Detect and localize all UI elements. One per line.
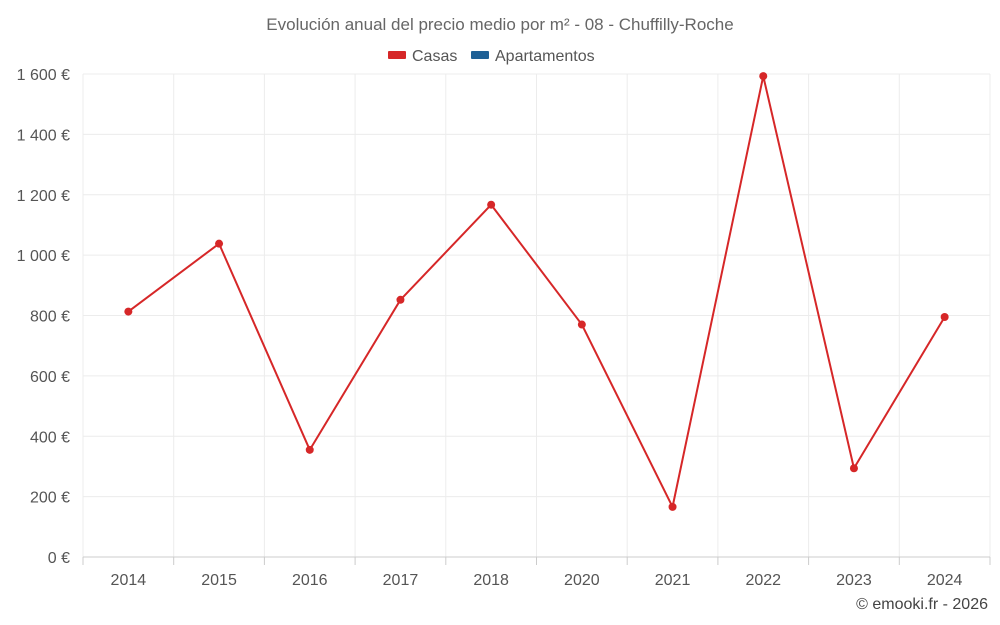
data-point[interactable] [940, 313, 949, 322]
x-tick-label: 2020 [564, 572, 600, 589]
data-point[interactable] [577, 320, 586, 329]
credit-text: © emooki.fr - 2026 [856, 596, 988, 613]
y-tick-label: 1 400 € [17, 127, 70, 144]
data-point[interactable] [396, 295, 405, 304]
y-tick-label: 200 € [30, 490, 70, 507]
legend: Casas Apartamentos [388, 48, 595, 65]
x-tick-label: 2015 [201, 572, 237, 589]
series-casas [124, 72, 949, 511]
data-point[interactable] [668, 502, 677, 511]
y-tick-label: 800 € [30, 309, 70, 326]
data-point[interactable] [487, 200, 496, 209]
y-tick-label: 0 € [48, 550, 70, 567]
series-line [127, 75, 946, 508]
legend-label-apartamentos: Apartamentos [495, 48, 595, 65]
x-tick-label: 2021 [655, 572, 691, 589]
x-tick-label: 2017 [383, 572, 419, 589]
legend-label-casas: Casas [412, 48, 457, 65]
y-tick-label: 1 200 € [17, 188, 70, 205]
legend-swatch-apartamentos [471, 51, 489, 59]
data-point[interactable] [759, 72, 768, 81]
data-point[interactable] [305, 445, 314, 454]
data-point[interactable] [215, 239, 224, 248]
y-tick-label: 600 € [30, 369, 70, 386]
y-tick-label: 1 000 € [17, 248, 70, 265]
data-point[interactable] [124, 307, 133, 316]
axes: 0 € 200 € 400 € 600 € 800 € 1 000 € 1 200 € 1 4… [17, 67, 991, 589]
x-tick-label: 2024 [927, 572, 963, 589]
x-tick-label: 2023 [836, 572, 872, 589]
legend-item-casas[interactable]: Casas [388, 48, 457, 65]
y-tick-label: 1 600 € [17, 67, 70, 84]
x-tick-label: 2014 [111, 572, 147, 589]
x-tick-label: 2018 [473, 572, 509, 589]
data-point[interactable] [849, 464, 858, 473]
legend-swatch-casas [388, 51, 406, 59]
chart-title: Evolución anual del precio medio por m² … [266, 15, 733, 34]
x-tick-label: 2016 [292, 572, 328, 589]
grid [82, 73, 991, 557]
legend-item-apartamentos[interactable]: Apartamentos [471, 48, 595, 65]
y-tick-label: 400 € [30, 429, 70, 446]
x-tick-label: 2022 [745, 572, 781, 589]
